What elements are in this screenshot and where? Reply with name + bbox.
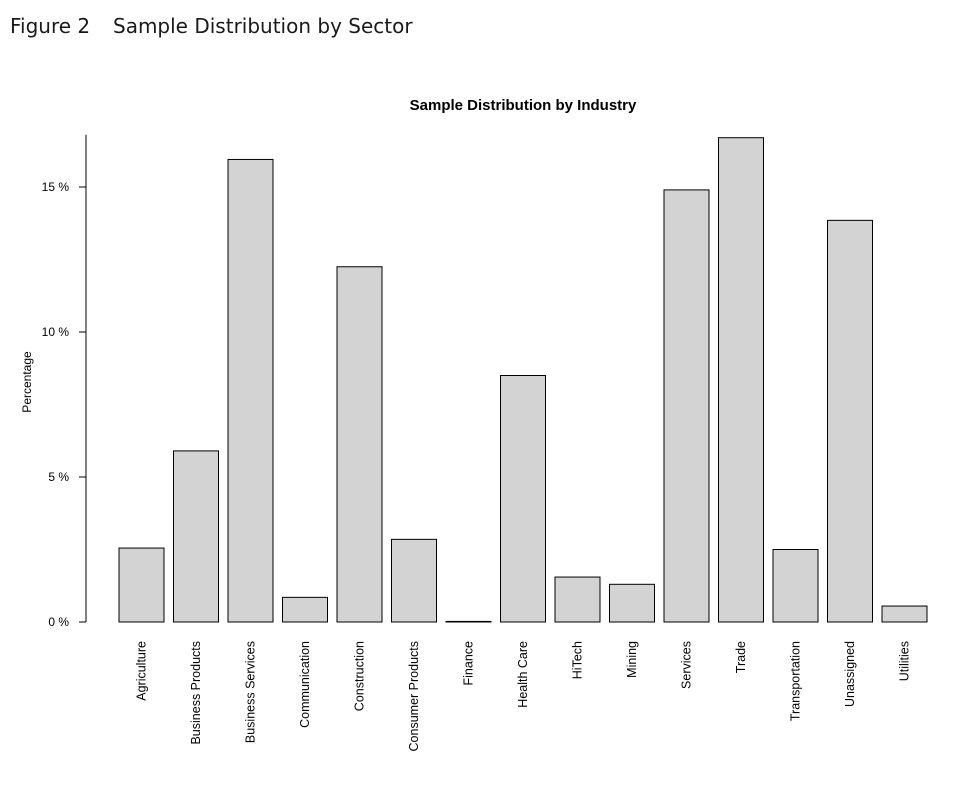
bar-business-services [227,158,274,623]
x-tick-label: HiTech [571,641,585,679]
x-tick-label: Unassigned [843,641,857,707]
category-labels: Agriculture Business Products Business Ser… [135,641,912,752]
x-tick-label: Communication [298,641,312,728]
bar-health-care [500,375,546,623]
bar-finance [445,620,492,623]
bar-communication [282,596,328,623]
bar-services [663,189,710,623]
figure-number: Figure 2 [10,14,91,38]
x-tick-label: Services [680,641,694,689]
figure-caption: Sample Distribution by Sector [113,14,413,38]
y-axis: 0 % 5 % 10 % 15 % [42,134,87,629]
bar-business-products [173,450,219,623]
figure-header: Figure 2 Sample Distribution by Sector [10,14,413,44]
x-tick-label: Utilities [898,641,912,681]
y-tick-label: 0 % [48,615,69,629]
x-tick-label: Business Services [244,641,258,743]
bar-consumer-products [391,538,437,623]
bar-hitech [554,576,601,623]
bar-agriculture [118,547,165,623]
x-tick-label: Health Care [516,641,530,708]
x-tick-label: Transportation [789,641,803,721]
bar-trade [718,137,764,623]
bars-group [118,137,928,623]
x-tick-label: Agriculture [135,641,149,701]
x-tick-label: Trade [734,641,748,673]
y-tick-label: 15 % [42,180,70,194]
bar-mining [609,583,655,623]
x-tick-label: Mining [625,641,639,678]
x-tick-label: Business Products [189,641,203,745]
chart-title: Sample Distribution by Industry [410,97,637,114]
bar-utilities [881,605,928,623]
bar-construction [336,266,383,623]
bar-transportation [772,549,819,623]
y-axis-title: Percentage [20,351,34,413]
y-tick-label: 10 % [42,325,70,339]
bar-unassigned [827,219,873,623]
y-tick-label: 5 % [48,470,69,484]
x-tick-label: Finance [462,641,476,686]
x-tick-label: Construction [353,641,367,711]
x-tick-label: Consumer Products [407,641,421,751]
